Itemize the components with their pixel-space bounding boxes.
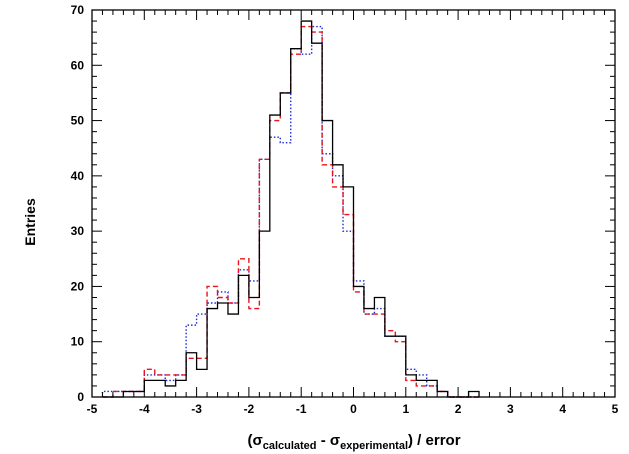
y-tick-label: 0 bbox=[77, 390, 84, 404]
x-tick-label: 1 bbox=[402, 402, 409, 416]
y-tick-label: 70 bbox=[71, 3, 85, 17]
x-tick-label: 3 bbox=[507, 402, 514, 416]
x-tick-label: 2 bbox=[455, 402, 462, 416]
x-tick-label: -1 bbox=[296, 402, 307, 416]
x-tick-label: 4 bbox=[559, 402, 566, 416]
axis-ticks bbox=[91, 9, 616, 398]
x-axis-label: (σcalculated - σexperimental) / error bbox=[247, 432, 460, 452]
y-axis-label: Entries bbox=[22, 198, 38, 246]
y-tick-label: 30 bbox=[71, 224, 85, 238]
y-tick-label: 50 bbox=[71, 114, 85, 128]
x-tick-label: 5 bbox=[612, 402, 619, 416]
series-solid-line bbox=[102, 20, 480, 398]
series-layer bbox=[101, 20, 480, 398]
x-tick-label: 0 bbox=[350, 402, 357, 416]
y-tick-label: 60 bbox=[71, 58, 85, 72]
x-tick-label: -5 bbox=[87, 402, 98, 416]
x-tick-label: -3 bbox=[191, 402, 202, 416]
y-tick-label: 10 bbox=[71, 335, 85, 349]
y-tick-label: 20 bbox=[71, 279, 85, 293]
series-dotted-line bbox=[101, 25, 480, 398]
x-tick-label: -4 bbox=[139, 402, 150, 416]
y-tick-label: 40 bbox=[71, 169, 85, 183]
x-tick-label: -2 bbox=[244, 402, 255, 416]
